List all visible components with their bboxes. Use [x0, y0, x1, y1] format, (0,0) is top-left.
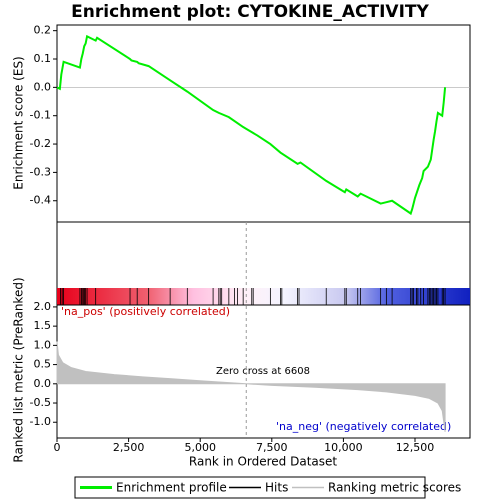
y-tick-label: -0.1: [30, 109, 51, 122]
legend-label: Enrichment profile: [116, 481, 227, 495]
y-tick-label: -1.0: [30, 415, 51, 428]
neg-annotation: 'na_neg' (negatively correlated): [276, 420, 451, 433]
y-tick-label: -0.5: [30, 396, 51, 409]
y-tick-label: 0.5: [34, 358, 52, 371]
y-tick-label: 0.0: [34, 377, 52, 390]
x-tick-label: 0: [54, 441, 61, 454]
y-tick-label: 1.5: [34, 319, 52, 332]
y-tick-label: -0.4: [30, 194, 51, 207]
legend-label: Ranking metric scores: [328, 481, 461, 495]
pos-annotation: 'na_pos' (positively correlated): [61, 305, 230, 318]
legend-label: Hits: [265, 481, 288, 495]
y-tick-label: 1.0: [34, 338, 52, 351]
y-tick-label: -0.3: [30, 165, 51, 178]
x-tick-label: 2,500: [113, 441, 145, 454]
x-tick-label: 7,500: [256, 441, 288, 454]
es-frame: [56, 24, 471, 223]
y-tick-label: 0.2: [34, 24, 52, 37]
x-label: Rank in Ordered Dataset: [189, 455, 337, 469]
y-tick-label: 0.0: [34, 80, 52, 93]
zero-annotation: Zero cross at 6608: [216, 366, 310, 377]
y-tick-label: 2.0: [34, 300, 52, 313]
y-tick-label: 0.1: [34, 52, 52, 65]
chart-title: Enrichment plot: CYTOKINE_ACTIVITY: [71, 2, 429, 22]
metric-area: [56, 341, 446, 432]
color-bar: [57, 288, 470, 305]
y-tick-label: -0.2: [30, 137, 51, 150]
es-ylabel: Enrichment score (ES): [12, 56, 26, 189]
x-tick-label: 12,500: [396, 441, 435, 454]
x-tick-label: 5,000: [184, 441, 216, 454]
x-tick-label: 10,000: [324, 441, 363, 454]
es-curve: [56, 34, 447, 216]
metric-ylabel: Ranked list metric (PreRanked): [12, 277, 26, 462]
